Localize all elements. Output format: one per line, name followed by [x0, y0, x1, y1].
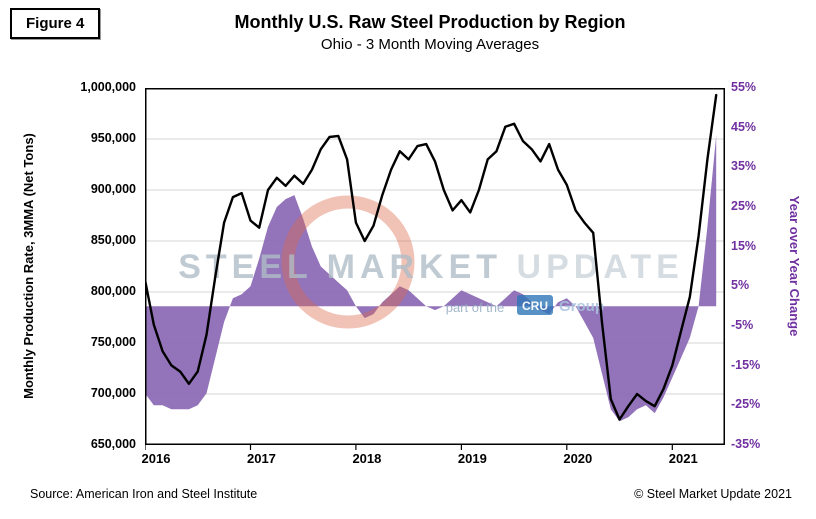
production-line-series [143, 93, 718, 421]
right-axis-tick-label: -15% [731, 357, 761, 372]
right-axis-tick-label: -35% [731, 437, 761, 451]
yoy-area-series [145, 135, 717, 422]
chart-title: Monthly U.S. Raw Steel Production by Reg… [234, 12, 626, 32]
svg-text:part of the: part of the [446, 300, 505, 315]
left-axis-tick-label: 900,000 [90, 182, 136, 196]
right-axis-tick-label: -25% [731, 397, 761, 412]
left-axis-tick-label: 700,000 [90, 386, 136, 400]
x-axis-tick-label: 2020 [563, 451, 593, 466]
right-axis-tick-label: 5% [731, 278, 750, 293]
left-axis-tick-label: 650,000 [90, 437, 136, 451]
chart-subtitle: Ohio - 3 Month Moving Averages [320, 36, 540, 53]
copyright-note: © Steel Market Update 2021 [634, 487, 792, 501]
svg-text:Group: Group [559, 298, 604, 315]
svg-text:STEEL MARKET UPDATE: STEEL MARKET UPDATE [178, 248, 684, 286]
chart-svg: STEEL MARKET UPDATE part of the CRU Grou… [143, 88, 725, 450]
right-axis-tick-label: 25% [731, 199, 757, 213]
x-axis-tick-label: 2018 [352, 451, 382, 466]
source-note: Source: American Iron and Steel Institut… [30, 487, 258, 501]
svg-text:CRU: CRU [522, 299, 548, 313]
smu-logo-ring-icon [281, 195, 415, 329]
right-axis-tick-label: 15% [731, 238, 757, 253]
figure-label: Figure 4 [10, 8, 101, 39]
left-axis-tick-label: 950,000 [90, 131, 136, 145]
x-axis-tick-label: 2019 [457, 451, 487, 466]
right-axis-tick-label: -5% [731, 318, 754, 332]
right-axis-tick-label: 35% [731, 159, 757, 174]
left-axis-tick-label: 850,000 [90, 233, 136, 247]
x-axis-tick-label: 2021 [668, 451, 698, 466]
left-axis-tick-label: 750,000 [90, 335, 136, 349]
x-axis-tick-label: 2016 [141, 451, 171, 466]
cru-logo-icon [517, 295, 553, 315]
right-axis-title: Year over Year Change [787, 195, 802, 337]
right-axis-tick-label: 55% [731, 80, 757, 94]
left-axis-tick-label: 1,000,000 [80, 80, 136, 94]
chart-header: Monthly U.S. Raw Steel Production by Reg… [70, 10, 790, 56]
x-axis-tick-label: 2017 [246, 451, 276, 466]
right-axis-tick-label: 45% [731, 119, 757, 134]
left-axis-tick-label: 800,000 [90, 284, 136, 298]
chart-plot-area: STEEL MARKET UPDATE part of the CRU Grou… [143, 88, 725, 451]
